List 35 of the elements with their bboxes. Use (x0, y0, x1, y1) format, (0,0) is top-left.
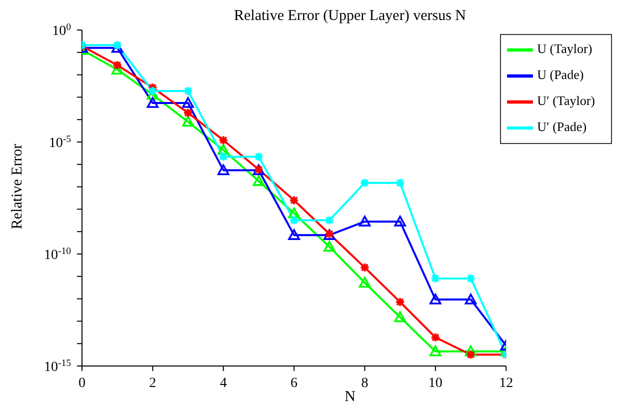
x-tick-label: 0 (78, 376, 86, 391)
point (182, 97, 194, 108)
x-tick-label: 12 (499, 376, 514, 391)
point (252, 175, 265, 186)
x-tick-label: 10 (428, 376, 442, 391)
point (217, 144, 230, 155)
point (358, 276, 371, 288)
point (394, 311, 406, 322)
point (464, 345, 477, 356)
x-axis-title: N (344, 389, 356, 405)
x-tick-label: 2 (149, 376, 156, 391)
point (182, 116, 194, 127)
y-tick-label: 10$^{-5}$ (48, 134, 72, 151)
point (146, 97, 159, 108)
point (323, 240, 336, 252)
point (394, 216, 406, 226)
y-tick-label: 10$^{0}$ (52, 22, 72, 39)
x-tick-label: 8 (361, 376, 368, 391)
point (358, 216, 371, 226)
point (217, 164, 230, 176)
y-tick-label: 10$^{-15}$ (44, 358, 72, 375)
legend-label: U′ (Pade) (537, 118, 587, 134)
legend-label: U′ (Taylor) (537, 92, 595, 108)
chart-title: Relative Error (Upper Layer) versus N (234, 8, 466, 24)
point (288, 229, 300, 240)
point (464, 294, 477, 304)
point (430, 345, 442, 356)
point (288, 207, 300, 218)
y-tick-label: 10$^{-10}$ (44, 246, 72, 263)
x-tick-label: 4 (220, 376, 227, 391)
point (430, 294, 442, 304)
y-axis-title: Relative Error (10, 144, 26, 230)
legend-label: U (Taylor) (537, 40, 592, 56)
legend-label: U (Pade) (537, 66, 584, 82)
x-tick-label: 6 (290, 376, 298, 391)
